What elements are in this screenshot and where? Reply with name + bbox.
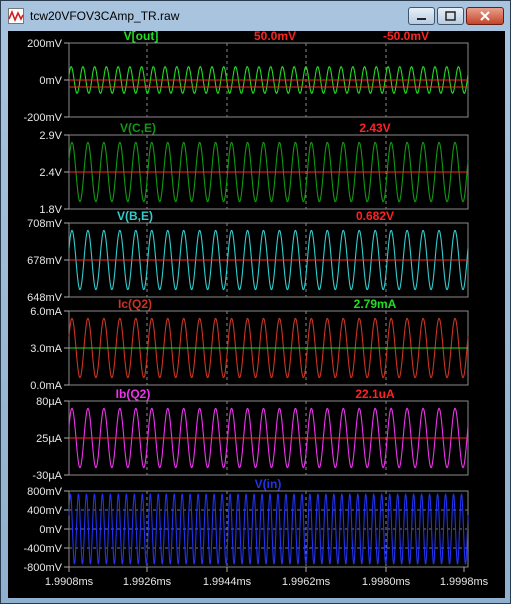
- pane-vbe[interactable]: V(B,E) 0.682V 708mV 678mV 648mV: [27, 209, 469, 304]
- close-button[interactable]: [466, 7, 504, 25]
- cursor-value-vout-0: 50.0mV: [254, 31, 296, 43]
- y-tick-label-vce: 2.9V: [39, 130, 62, 142]
- minimize-icon: [417, 18, 426, 20]
- cursor-value-vbe-0: 0.682V: [356, 209, 394, 223]
- y-tick-label-ibq2: 25µA: [36, 433, 63, 445]
- pane-icq2[interactable]: Ic(Q2) 2.79mA 6.0mA 3.0mA 0.0mA: [30, 297, 469, 392]
- trace-label-vce[interactable]: V(C,E): [120, 121, 156, 135]
- pane-vout[interactable]: V[out] 50.0mV -50.0mV 200mV 0mV -200mV: [23, 31, 469, 124]
- waveform-icq2[interactable]: [68, 317, 469, 379]
- plot-area[interactable]: V[out] 50.0mV -50.0mV 200mV 0mV -200mV V(C,E) 2…: [8, 31, 505, 598]
- minimize-button[interactable]: [408, 7, 435, 25]
- trace-label-vin[interactable]: V(in): [255, 477, 282, 491]
- x-axis: 1.9908ms 1.9926ms 1.9944ms 1.9962ms 1.9980ms…: [45, 567, 489, 588]
- x-tick-label: 1.9962ms: [282, 576, 331, 588]
- close-icon: [480, 11, 490, 21]
- y-tick-label-vin: -400mV: [23, 543, 62, 555]
- y-tick-label-vout: -200mV: [23, 112, 62, 124]
- y-tick-label-vce: 2.4V: [39, 167, 62, 179]
- y-tick-label-ibq2: 80µA: [36, 396, 63, 408]
- y-tick-label-vout: 0mV: [39, 75, 62, 87]
- x-tick-label: 1.9980ms: [362, 576, 411, 588]
- x-tick-label: 1.9944ms: [203, 576, 252, 588]
- y-tick-label-vin: 800mV: [27, 486, 63, 498]
- y-tick-label-vbe: 648mV: [27, 292, 63, 304]
- y-tick-label-vbe: 708mV: [27, 218, 63, 230]
- y-tick-label-vin: 0mV: [39, 524, 62, 536]
- trace-label-ibq2[interactable]: Ib(Q2): [116, 387, 151, 401]
- maximize-button[interactable]: [437, 7, 464, 25]
- x-tick-label: 1.9998ms: [440, 576, 489, 588]
- maximize-icon: [445, 11, 456, 21]
- cursor-value-icq2-0: 2.79mA: [354, 297, 397, 311]
- trace-label-vbe[interactable]: V(B,E): [117, 209, 153, 223]
- y-tick-label-icq2: 6.0mA: [30, 306, 62, 318]
- trace-label-icq2[interactable]: Ic(Q2): [118, 297, 152, 311]
- window-title: tcw20VFOV3CAmp_TR.raw: [30, 9, 180, 23]
- cursor-value-ibq2-0: 22.1uA: [355, 387, 395, 401]
- trace-label-vout[interactable]: V[out]: [124, 31, 159, 43]
- pane-ibq2[interactable]: Ib(Q2) 22.1uA 80µA 25µA -30µA: [32, 387, 469, 482]
- y-tick-label-ibq2: -30µA: [32, 470, 62, 482]
- pane-vin[interactable]: V(in) 800mV 400mV 0mV -400mV -800mV: [23, 477, 469, 574]
- y-tick-label-vce: 1.8V: [39, 204, 62, 216]
- y-tick-label-vin: -800mV: [23, 562, 62, 574]
- waveform-vin[interactable]: [68, 493, 469, 565]
- y-tick-label-vbe: 678mV: [27, 255, 63, 267]
- waveform-ibq2[interactable]: [68, 407, 469, 469]
- x-tick-label: 1.9926ms: [123, 576, 172, 588]
- waveform-plot[interactable]: V[out] 50.0mV -50.0mV 200mV 0mV -200mV V(C,E) 2…: [8, 31, 505, 598]
- y-tick-label-vin: 400mV: [27, 505, 63, 517]
- y-tick-label-vout: 200mV: [27, 38, 63, 50]
- cursor-value-vce-0: 2.43V: [359, 121, 390, 135]
- x-tick-label: 1.9908ms: [45, 576, 94, 588]
- waveform-vbe[interactable]: [68, 229, 469, 291]
- cursor-value-vout-1: -50.0mV: [383, 31, 429, 43]
- pane-vce[interactable]: V(C,E) 2.43V 2.9V 2.4V 1.8V: [39, 121, 469, 216]
- title-bar[interactable]: tcw20VFOV3CAmp_TR.raw: [1, 1, 510, 31]
- waveform-vout[interactable]: [68, 66, 469, 94]
- waveform-app-icon: [8, 8, 24, 24]
- y-tick-label-icq2: 3.0mA: [30, 343, 62, 355]
- waveform-vce[interactable]: [68, 141, 469, 203]
- y-tick-label-icq2: 0.0mA: [30, 380, 62, 392]
